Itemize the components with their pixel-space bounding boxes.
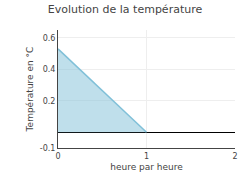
svg-text:1: 1 <box>144 152 149 161</box>
svg-text:0.2: 0.2 <box>43 97 56 106</box>
svg-text:Evolution de la température: Evolution de la température <box>48 3 203 16</box>
svg-text:Température en °C: Température en °C <box>25 47 35 133</box>
svg-text:heure par heure: heure par heure <box>110 162 183 172</box>
svg-text:0.4: 0.4 <box>43 65 56 74</box>
svg-text:0: 0 <box>55 152 60 161</box>
svg-text:0.6: 0.6 <box>43 34 56 43</box>
svg-text:2: 2 <box>232 152 237 161</box>
svg-text:-0.1: -0.1 <box>40 144 56 153</box>
